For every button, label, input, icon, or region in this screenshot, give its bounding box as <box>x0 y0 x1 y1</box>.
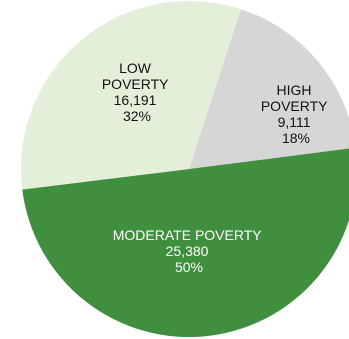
pie-labels: HIGH POVERTY 9,111 18% MODERATE POVERTY … <box>102 60 331 275</box>
pie-slice-low <box>20 0 241 190</box>
pie-slice-high <box>189 9 349 169</box>
pie-slice-moderate <box>22 148 349 337</box>
label-moderate: MODERATE POVERTY 25,380 50% <box>113 227 265 275</box>
label-low: LOW POVERTY 16,191 32% <box>102 60 172 124</box>
pie-slices <box>20 0 349 337</box>
label-high: HIGH POVERTY 9,111 18% <box>261 82 331 146</box>
